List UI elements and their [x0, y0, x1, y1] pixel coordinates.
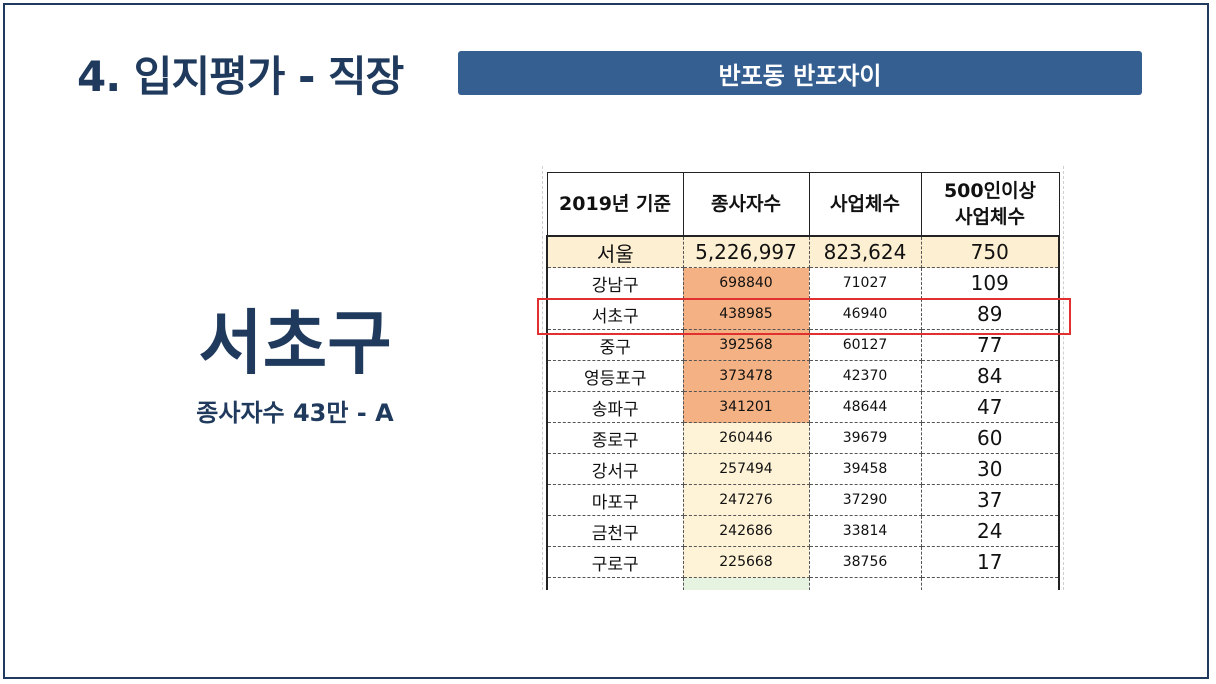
cell-employees: 438985 — [683, 298, 810, 330]
table-row: 서초구 438985 46940 89 — [546, 298, 1060, 330]
cell-businesses: 823,624 — [809, 236, 922, 268]
table-row: 마포구 247276 37290 37 — [546, 484, 1060, 516]
cell-region: 종로구 — [546, 422, 684, 454]
cell-region: 중구 — [546, 329, 684, 361]
cell-large-businesses: 17 — [921, 546, 1060, 578]
table-row: 종로구 260446 39679 60 — [546, 422, 1060, 454]
cell-large-businesses: 37 — [921, 484, 1060, 516]
cell-region: 서울 — [546, 236, 684, 268]
header-large-businesses-text: 500인이상 사업체수 — [943, 180, 1037, 228]
cell-empty — [546, 577, 684, 590]
cell-employees: 247276 — [683, 484, 810, 516]
cell-businesses: 39679 — [809, 422, 922, 454]
cell-region: 마포구 — [546, 484, 684, 516]
cell-region: 강남구 — [546, 267, 684, 299]
cell-empty — [809, 577, 922, 590]
employment-table: 2019년 기준 종사자수 사업체수 500인이상 사업체수 서울 5,226,… — [546, 172, 1060, 590]
employment-table-image: 2019년 기준 종사자수 사업체수 500인이상 사업체수 서울 5,226,… — [542, 166, 1064, 590]
cell-employees: 373478 — [683, 360, 810, 392]
header-businesses: 사업체수 — [808, 172, 922, 237]
cell-region: 구로구 — [546, 546, 684, 578]
table-row: 중구 392568 60127 77 — [546, 329, 1060, 361]
table-row-seoul: 서울 5,226,997 823,624 750 — [546, 236, 1060, 268]
header-employees: 종사자수 — [682, 172, 810, 237]
location-banner: 반포동 반포자이 — [458, 51, 1142, 95]
table-row-cutoff — [546, 577, 1060, 590]
cell-large-businesses: 84 — [921, 360, 1060, 392]
cell-empty — [683, 577, 810, 590]
cell-businesses: 33814 — [809, 515, 922, 547]
cell-businesses: 48644 — [809, 391, 922, 423]
cell-employees: 257494 — [683, 453, 810, 485]
cell-businesses: 39458 — [809, 453, 922, 485]
cell-employees: 341201 — [683, 391, 810, 423]
cell-employees: 392568 — [683, 329, 810, 361]
cell-region: 금천구 — [546, 515, 684, 547]
table-row: 송파구 341201 48644 47 — [546, 391, 1060, 423]
cell-employees: 225668 — [683, 546, 810, 578]
district-name: 서초구 — [198, 302, 392, 384]
table-row: 영등포구 373478 42370 84 — [546, 360, 1060, 392]
cell-employees: 5,226,997 — [683, 236, 810, 268]
cell-employees: 698840 — [683, 267, 810, 299]
table-row: 금천구 242686 33814 24 — [546, 515, 1060, 547]
table-row: 구로구 225668 38756 17 — [546, 546, 1060, 578]
cell-large-businesses: 77 — [921, 329, 1060, 361]
table-header-row: 2019년 기준 종사자수 사업체수 500인이상 사업체수 — [546, 172, 1060, 237]
cell-region: 영등포구 — [546, 360, 684, 392]
cell-large-businesses: 60 — [921, 422, 1060, 454]
header-large-businesses: 500인이상 사업체수 — [920, 172, 1060, 237]
cell-large-businesses: 109 — [921, 267, 1060, 299]
cell-businesses: 60127 — [809, 329, 922, 361]
cell-empty — [921, 577, 1060, 590]
cell-large-businesses: 750 — [921, 236, 1060, 268]
cell-large-businesses: 89 — [921, 298, 1060, 330]
table-row: 강남구 698840 71027 109 — [546, 267, 1060, 299]
cell-businesses: 37290 — [809, 484, 922, 516]
slide-title: 4. 입지평가 - 직장 — [77, 52, 404, 101]
cell-businesses: 46940 — [809, 298, 922, 330]
cell-region: 강서구 — [546, 453, 684, 485]
cell-large-businesses: 47 — [921, 391, 1060, 423]
header-year: 2019년 기준 — [546, 172, 684, 237]
cell-region: 송파구 — [546, 391, 684, 423]
cell-large-businesses: 30 — [921, 453, 1060, 485]
district-summary: 종사자수 43만 - A — [196, 399, 394, 427]
cell-large-businesses: 24 — [921, 515, 1060, 547]
cell-region: 서초구 — [546, 298, 684, 330]
cell-businesses: 38756 — [809, 546, 922, 578]
cell-employees: 242686 — [683, 515, 810, 547]
cell-employees: 260446 — [683, 422, 810, 454]
cell-businesses: 71027 — [809, 267, 922, 299]
table-row: 강서구 257494 39458 30 — [546, 453, 1060, 485]
cell-businesses: 42370 — [809, 360, 922, 392]
